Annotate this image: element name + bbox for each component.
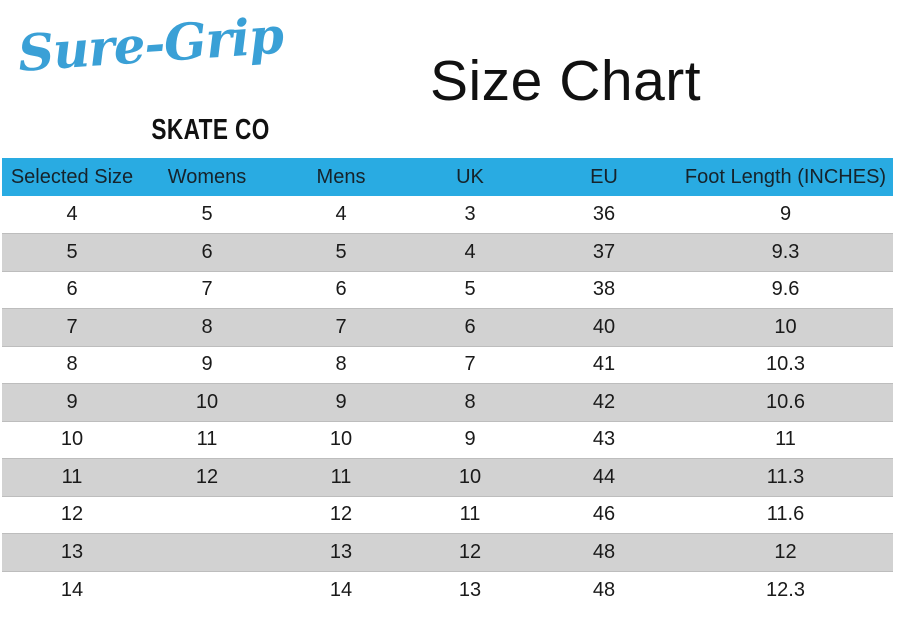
table-row: 12 12 11 46 11.6 [2, 496, 893, 534]
table-cell: 6 [66, 278, 78, 301]
table-cell: 5 [464, 278, 476, 301]
page-title: Size Chart [430, 49, 702, 113]
table-cell: 13 [458, 578, 482, 601]
column-header: EU [590, 165, 618, 188]
table-cell: 9 [779, 203, 792, 225]
table-cell: 11 [459, 503, 481, 526]
table-cell [142, 496, 272, 534]
table-cell: 11.6 [766, 503, 805, 526]
brand-logo-script-text: Sure-Grip [15, 5, 285, 83]
column-header: Mens [316, 165, 366, 188]
table-cell: 9 [2, 383, 142, 422]
table-cell: 8 [335, 353, 347, 376]
table-cell: 11 [775, 428, 796, 451]
table-cell: 10.6 [678, 383, 893, 422]
table-cell: 11 [272, 458, 410, 497]
table-cell: 42 [530, 383, 678, 422]
table-row: 13 13 12 48 12 [2, 533, 893, 572]
table-header-row: Selected Size Womens Mens UK EU Foot Length (… [2, 158, 893, 196]
table-cell: 5 [201, 203, 213, 225]
table-cell: 12 [142, 458, 272, 497]
table-cell: 11 [196, 428, 218, 451]
brand-logo-subtitle: SKATE CO [151, 114, 270, 146]
table-cell: 10 [142, 383, 272, 422]
table-cell: 6 [410, 308, 530, 347]
table-row: 4 5 4 3 36 9 [2, 196, 893, 234]
table-body: 4 5 4 3 36 9 5 6 5 4 37 9.3 6 7 6 5 38 9.6 7 8 7 6 40 10 8 9 8 7 41 1… [2, 196, 893, 609]
table-cell: 9.6 [771, 278, 800, 301]
table-cell: 48 [530, 533, 678, 572]
table-row: 8 9 8 7 41 10.3 [2, 346, 893, 384]
table-cell: 7 [2, 308, 142, 347]
table-row: 10 11 10 9 43 11 [2, 421, 893, 459]
table-cell: 7 [201, 278, 213, 301]
table-cell: 8 [410, 383, 530, 422]
table-cell: 7 [272, 308, 410, 347]
table-cell: 11 [2, 458, 142, 497]
table-row: 5 6 5 4 37 9.3 [2, 233, 893, 272]
table-cell [142, 533, 272, 572]
table-head: Selected Size Womens Mens UK EU Foot Length (… [2, 158, 893, 196]
table-cell: 38 [592, 278, 616, 301]
table-row: 7 8 7 6 40 10 [2, 308, 893, 347]
table-cell: 13 [272, 533, 410, 572]
table-cell: 14 [329, 578, 353, 601]
table-cell: 5 [2, 233, 142, 272]
table-cell: 10.3 [766, 353, 805, 376]
table-cell: 44 [530, 458, 678, 497]
table-cell: 5 [272, 233, 410, 272]
size-chart-table: Selected Size Womens Mens UK EU Foot Length (… [2, 158, 893, 609]
table-cell: 6 [335, 278, 347, 301]
table-cell: 9 [201, 353, 213, 376]
column-header: Selected Size [10, 165, 134, 188]
table-cell: 6 [142, 233, 272, 272]
table-cell: 10 [410, 458, 530, 497]
table-cell: 48 [592, 578, 616, 601]
table-cell: 11.3 [678, 458, 893, 497]
column-header: UK [456, 165, 484, 188]
table-cell: 9 [464, 428, 476, 451]
table-row: 14 14 13 48 12.3 [2, 571, 893, 609]
table-cell: 12 [60, 503, 84, 526]
table-cell: 12 [329, 503, 353, 526]
table-cell: 4 [335, 203, 347, 225]
table-cell: 12 [410, 533, 530, 572]
table-cell: 9 [272, 383, 410, 422]
table-cell: 7 [464, 353, 476, 376]
table-cell: 3 [464, 203, 476, 225]
table-cell: 12 [678, 533, 893, 572]
table-cell: 40 [530, 308, 678, 347]
table-cell: 36 [592, 203, 616, 225]
table-row: 6 7 6 5 38 9.6 [2, 271, 893, 309]
table-cell: 37 [530, 233, 678, 272]
table-cell: 10 [678, 308, 893, 347]
table-cell: 8 [142, 308, 272, 347]
table-row: 11 12 11 10 44 11.3 [2, 458, 893, 497]
table-cell: 8 [66, 353, 78, 376]
table-cell: 10 [60, 428, 84, 451]
table-cell [142, 571, 272, 609]
table-cell: 9.3 [678, 233, 893, 272]
table-cell: 12.3 [766, 578, 805, 601]
table-cell: 4 [66, 203, 78, 225]
table-cell: 14 [60, 578, 84, 601]
table-cell: 10 [329, 428, 353, 451]
table-cell: 4 [410, 233, 530, 272]
table-row: 9 10 9 8 42 10.6 [2, 383, 893, 422]
table-cell: 43 [592, 428, 616, 451]
table-cell: 46 [592, 503, 616, 526]
table-cell: 13 [2, 533, 142, 572]
table-cell: 41 [592, 353, 616, 376]
banner: Sure-Grip SKATE CO Size Chart [0, 0, 900, 158]
column-header: Womens [167, 165, 247, 188]
column-header: Foot Length (INCHES) [684, 165, 887, 188]
brand-logo: Sure-Grip SKATE CO [16, 6, 285, 150]
